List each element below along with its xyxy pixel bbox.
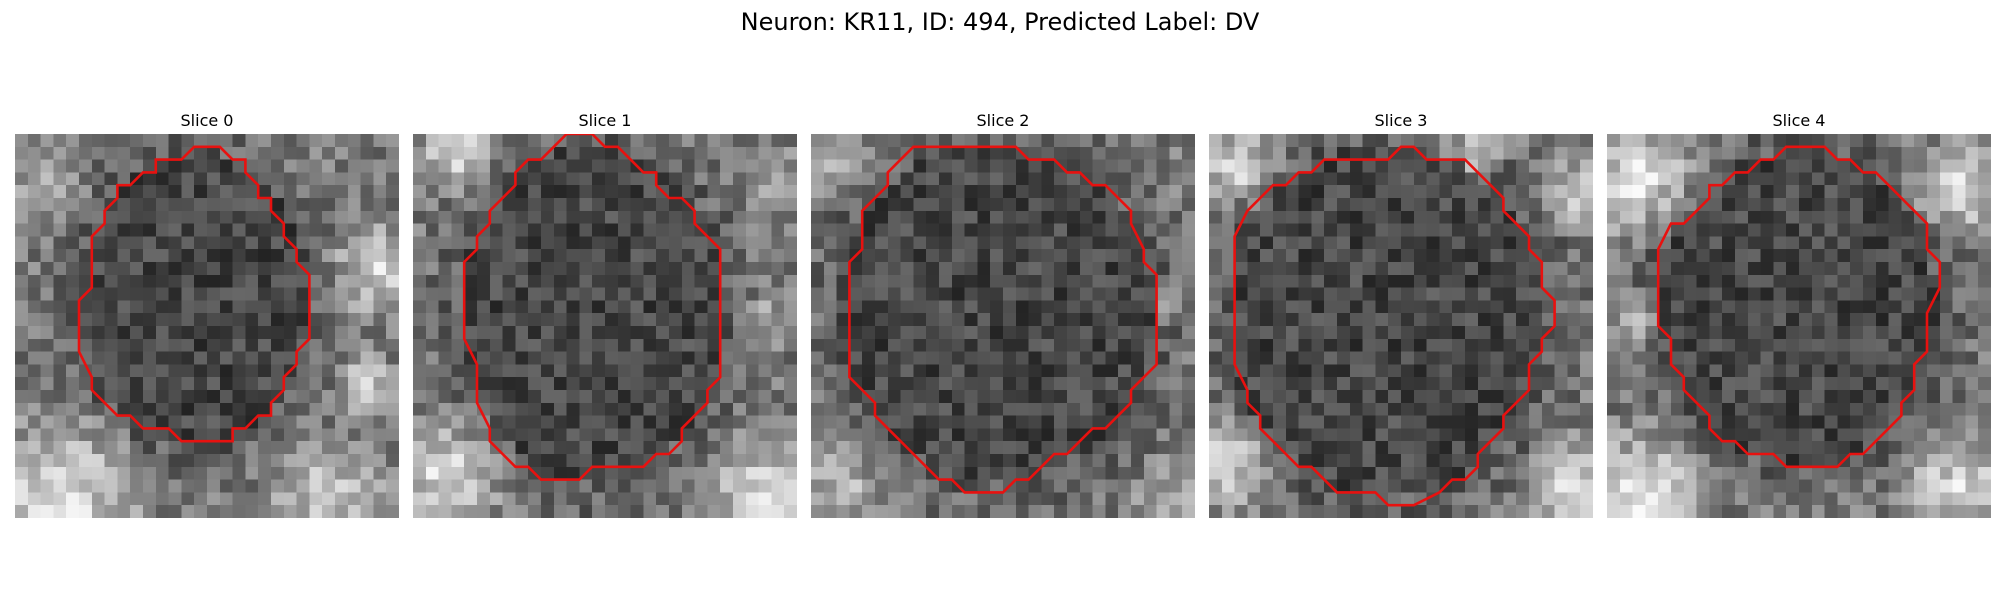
grayscale-image: [1209, 134, 1593, 518]
slice-image: [413, 134, 797, 518]
roi-outline: [848, 145, 1158, 494]
slice-panel-0: Slice 0: [15, 110, 399, 518]
figure-title: Neuron: KR11, ID: 494, Predicted Label: …: [740, 8, 1260, 36]
slice-title: Slice 3: [1374, 111, 1428, 130]
slice-panel-3: Slice 3: [1209, 110, 1593, 518]
slice-title: Slice 2: [976, 111, 1030, 130]
grayscale-image: [413, 134, 797, 518]
roi-outline: [1656, 145, 1942, 469]
roi-outline: [77, 145, 311, 443]
slice-title: Slice 4: [1772, 111, 1826, 130]
slice-panel-2: Slice 2: [811, 110, 1195, 518]
slice-panel-4: Slice 4: [1607, 110, 1991, 518]
slice-image: [1209, 134, 1593, 518]
roi-outline: [1233, 145, 1556, 507]
slice-title: Slice 1: [578, 111, 632, 130]
slice-panel-1: Slice 1: [413, 110, 797, 518]
slice-title: Slice 0: [180, 111, 234, 130]
roi-outline: [462, 134, 722, 481]
slice-image: [15, 134, 399, 518]
slice-image: [1607, 134, 1991, 518]
slice-image: [811, 134, 1195, 518]
